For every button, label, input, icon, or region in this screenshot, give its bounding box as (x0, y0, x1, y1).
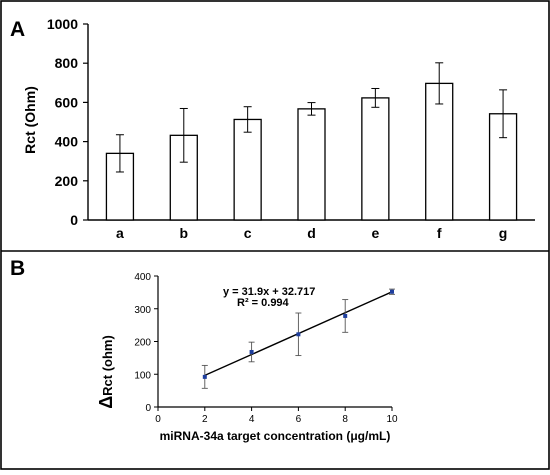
panel-b-point (249, 349, 254, 354)
panel-a-bar-f (425, 82, 454, 221)
panel-b-y-axis-label: ΔRct (ohm) (96, 335, 116, 409)
panel-b-y-tick-label: 0 (145, 403, 151, 414)
panel-a-x-ticks: a b c d e f g (116, 225, 507, 241)
panel-b-y-axis-label-text: Rct (ohm) (100, 335, 115, 396)
panel-a-x-tick-label: f (437, 225, 442, 241)
panel-a-y-tick-label: 200 (55, 173, 79, 189)
panel-a-y-ticks: 0 200 400 600 800 1000 (47, 16, 88, 228)
panel-b-y-tick-label: 200 (134, 338, 151, 349)
panel-b-label: B (10, 257, 25, 280)
panel-b-fit-equation: y = 31.9x + 32.717 (223, 286, 315, 298)
panel-a-y-tick-label: 600 (55, 94, 79, 110)
panel-a-bars (105, 62, 518, 221)
panel-b-y-tick-label: 400 (134, 272, 151, 283)
panel-a-y-tick-label: 400 (55, 134, 79, 150)
panel-a-x-tick-label: a (116, 225, 124, 241)
panel-b: B ΔRct (ohm) 0 100 200 300 400 0 2 4 6 8 10 y = 3… (10, 257, 398, 443)
panel-b-x-tick-label: 10 (386, 414, 398, 425)
panel-b-y-axis-label-delta: Δ (96, 396, 116, 409)
panel-a: A Rct (Ohm) 0 200 400 600 800 1000 a b c d e f g (10, 16, 535, 241)
panel-a-bar-d (297, 108, 326, 221)
panel-b-x-tick-label: 2 (202, 414, 208, 425)
panel-b-point (343, 313, 348, 318)
panel-a-x-tick-label: c (244, 225, 252, 241)
svg-text:ΔRct (ohm): ΔRct (ohm) (96, 335, 116, 409)
panel-a-x-tick-label: b (180, 225, 189, 241)
panel-b-x-axis-label: miRNA-34a target concentration (μg/mL) (160, 429, 391, 443)
panel-b-y-tick-label: 300 (134, 305, 151, 316)
panel-a-bar-c (233, 118, 262, 221)
panel-b-y-ticks: 0 100 200 300 400 (134, 272, 158, 414)
panel-b-r-squared: R² = 0.994 (237, 297, 290, 309)
panel-b-point (202, 374, 207, 379)
panel-a-bar-e (361, 97, 390, 221)
panel-a-y-axis-label: Rct (Ohm) (22, 86, 38, 154)
panel-a-x-tick-label: d (307, 225, 316, 241)
panel-a-x-tick-label: g (499, 225, 508, 241)
panel-b-points (201, 288, 395, 389)
panel-b-x-ticks: 0 2 4 6 8 10 (155, 407, 398, 425)
panel-b-x-tick-label: 0 (155, 414, 161, 425)
panel-a-y-tick-label: 0 (70, 212, 78, 228)
panel-a-y-tick-label: 1000 (47, 16, 78, 32)
panel-a-y-tick-label: 800 (55, 55, 79, 71)
panel-b-point (390, 289, 394, 294)
panel-b-y-tick-label: 100 (134, 370, 151, 381)
panel-a-x-tick-label: e (371, 225, 379, 241)
panel-b-x-tick-label: 8 (342, 414, 348, 425)
panel-b-x-tick-label: 6 (296, 414, 302, 425)
panel-b-x-tick-label: 4 (249, 414, 255, 425)
panel-b-point (296, 332, 301, 337)
panel-a-label: A (10, 18, 25, 41)
